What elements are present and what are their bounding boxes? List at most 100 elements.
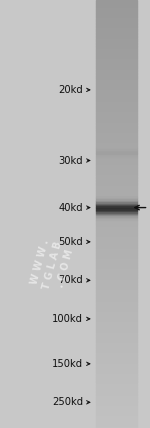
Bar	[96, 372, 136, 374]
Bar	[96, 324, 136, 325]
Bar	[96, 291, 136, 292]
Bar	[96, 365, 136, 367]
Bar	[96, 51, 136, 53]
Bar	[96, 174, 136, 175]
Bar	[96, 254, 136, 256]
Bar	[96, 301, 136, 303]
Bar	[96, 298, 136, 300]
Bar	[96, 331, 136, 333]
Bar	[96, 305, 136, 307]
Bar	[96, 312, 136, 314]
Bar	[96, 288, 136, 290]
Bar	[96, 56, 136, 57]
Bar	[96, 388, 136, 389]
Bar	[96, 200, 136, 201]
Bar	[96, 230, 136, 231]
Bar	[96, 175, 136, 177]
Bar	[96, 314, 136, 315]
Bar	[96, 170, 136, 171]
Bar	[96, 73, 136, 74]
Bar	[96, 161, 136, 163]
Bar	[96, 158, 136, 160]
Bar	[96, 345, 136, 347]
Bar	[96, 201, 136, 202]
Bar	[96, 226, 136, 227]
Bar	[96, 295, 136, 297]
Bar	[96, 103, 136, 104]
Bar	[96, 427, 136, 428]
Bar	[96, 335, 136, 337]
Bar	[96, 138, 136, 140]
Bar	[96, 63, 136, 64]
Text: 150kd: 150kd	[52, 359, 83, 369]
Bar	[96, 218, 136, 220]
Bar	[96, 26, 136, 27]
Bar	[96, 77, 136, 78]
Bar	[96, 364, 136, 365]
Bar	[96, 29, 136, 30]
Bar	[96, 80, 136, 81]
Bar	[96, 297, 136, 298]
Bar	[96, 108, 136, 110]
Bar	[96, 389, 136, 391]
Bar	[96, 371, 136, 372]
Bar	[96, 257, 136, 258]
Bar	[96, 149, 136, 150]
Bar	[96, 412, 136, 414]
Bar	[96, 363, 136, 364]
Bar	[96, 46, 136, 47]
Bar	[96, 197, 136, 198]
Bar	[96, 408, 136, 410]
Bar	[96, 12, 136, 13]
Bar	[96, 185, 136, 187]
Bar	[96, 93, 136, 94]
Bar	[96, 270, 136, 271]
Bar	[96, 95, 136, 97]
Text: 100kd: 100kd	[52, 314, 83, 324]
Bar	[96, 68, 136, 70]
Bar	[96, 166, 136, 167]
Bar	[96, 48, 136, 50]
Bar	[96, 223, 136, 224]
Bar	[96, 352, 136, 354]
Bar	[96, 292, 136, 294]
Bar	[96, 391, 136, 392]
Bar	[96, 67, 136, 68]
Bar	[96, 89, 136, 90]
Bar	[96, 304, 136, 305]
Bar	[96, 422, 136, 424]
Bar	[96, 144, 136, 146]
Bar	[96, 410, 136, 411]
Bar	[96, 309, 136, 311]
Bar	[96, 227, 136, 228]
Bar	[96, 0, 136, 1]
Bar	[96, 196, 136, 197]
Bar	[96, 240, 136, 241]
Bar	[96, 375, 136, 377]
Bar	[96, 243, 136, 244]
Bar	[96, 59, 136, 60]
Bar	[96, 125, 136, 127]
Bar	[96, 244, 136, 245]
Bar	[96, 419, 136, 421]
Bar	[96, 418, 136, 419]
Bar	[96, 171, 136, 172]
Bar	[96, 130, 136, 131]
Bar	[96, 348, 136, 350]
Bar	[96, 392, 136, 394]
Bar	[96, 320, 136, 321]
Bar	[96, 303, 136, 304]
Bar	[96, 160, 136, 161]
Bar	[96, 43, 136, 44]
Bar	[96, 384, 136, 385]
Bar	[96, 367, 136, 368]
Bar	[96, 253, 136, 254]
Bar	[96, 397, 136, 398]
Bar	[96, 300, 136, 301]
Bar	[96, 267, 136, 268]
Bar	[96, 221, 136, 223]
Bar	[96, 330, 136, 331]
Bar	[96, 128, 136, 130]
Bar	[96, 98, 136, 100]
Bar	[96, 120, 136, 121]
